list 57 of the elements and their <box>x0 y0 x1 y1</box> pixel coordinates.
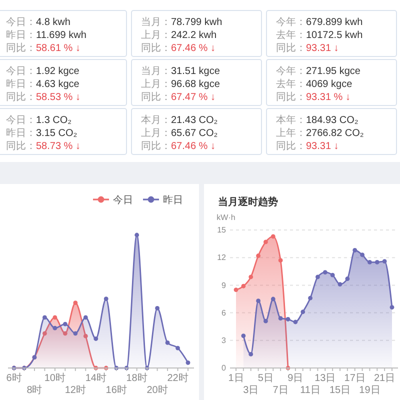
text: 同比：58.61 % ↓ <box>6 42 80 54</box>
y-tick-label: 0 <box>222 364 227 373</box>
text: 同比：58.53 % ↓ <box>6 91 80 103</box>
text: 去年：4069 kgce <box>276 78 353 90</box>
text: 同比：93.31 ↓ <box>276 42 339 54</box>
y-tick-label: 15 <box>217 226 227 235</box>
x-tick-label: 1日 <box>228 373 244 384</box>
x-tick-label: 19日 <box>359 385 380 396</box>
text: 同比：93.31 % ↓ <box>276 91 350 103</box>
x-tick-label: 22时 <box>167 372 188 384</box>
x-tick-label: 8时 <box>26 384 42 396</box>
text: 今年：271.95 kgce <box>276 65 361 77</box>
text: 今日：1.3 CO₂ <box>6 114 72 126</box>
text: 上月：96.68 kgce <box>141 78 220 90</box>
y-axis-title: kW·h <box>216 213 236 222</box>
x-tick-label: 21日 <box>374 373 396 384</box>
x-tick-label: 20时 <box>146 384 168 396</box>
text: 昨日：3.15 CO₂ <box>6 127 78 139</box>
text: 同比：93.31 ↓ <box>276 140 339 152</box>
x-tick-label: 9日 <box>288 373 304 384</box>
y-tick-label: 12 <box>217 253 227 262</box>
x-tick-label: 15日 <box>329 385 351 396</box>
text: 今年：679.899 kwh <box>276 16 363 28</box>
legend-label: 今日 <box>113 194 133 206</box>
text: 上年：2766.82 CO₂ <box>276 127 364 139</box>
x-tick-label: 10时 <box>44 372 66 384</box>
chart-title: 当月逐时趋势 <box>218 196 278 208</box>
text: 同比：67.46 % ↓ <box>141 42 216 54</box>
text: 今日：4.8 kwh <box>6 16 70 28</box>
text: 当月：31.51 kgce <box>141 65 220 77</box>
y-tick-label: 3 <box>222 336 227 345</box>
text: 同比：67.46 % ↓ <box>141 140 216 152</box>
y-tick-label: 6 <box>222 308 227 318</box>
x-tick-label: 5日 <box>258 373 274 384</box>
x-tick-label: 14时 <box>85 372 106 384</box>
text: 当月：78.799 kwh <box>141 16 222 28</box>
text: 上月：65.67 CO₂ <box>141 127 218 139</box>
x-tick-label: 3日 <box>243 385 259 396</box>
x-tick-label: 12时 <box>64 384 86 396</box>
x-tick-label: 16时 <box>106 384 127 396</box>
x-tick-label: 13日 <box>314 373 336 384</box>
x-tick-label: 6时 <box>6 372 22 384</box>
x-tick-label: 17日 <box>344 373 366 384</box>
x-tick-label: 7日 <box>272 385 288 396</box>
text: 同比：67.47 % ↓ <box>141 91 216 103</box>
text: 同比：58.73 % ↓ <box>6 140 80 152</box>
legend-label: 昨日 <box>163 194 183 206</box>
x-tick-label: 18时 <box>126 372 148 384</box>
y-tick-label: 9 <box>222 280 227 290</box>
text: 本月：21.43 CO₂ <box>141 114 218 126</box>
text: 今日：1.92 kgce <box>6 65 80 77</box>
text: 上月：242.2 kwh <box>141 29 217 41</box>
text: 昨日：11.699 kwh <box>6 29 86 41</box>
text: 昨日：4.63 kgce <box>6 78 80 90</box>
text: 去年：10172.5 kwh <box>276 29 363 41</box>
x-tick-label: 11日 <box>300 385 320 396</box>
text: 本年：184.93 CO₂ <box>276 114 358 126</box>
